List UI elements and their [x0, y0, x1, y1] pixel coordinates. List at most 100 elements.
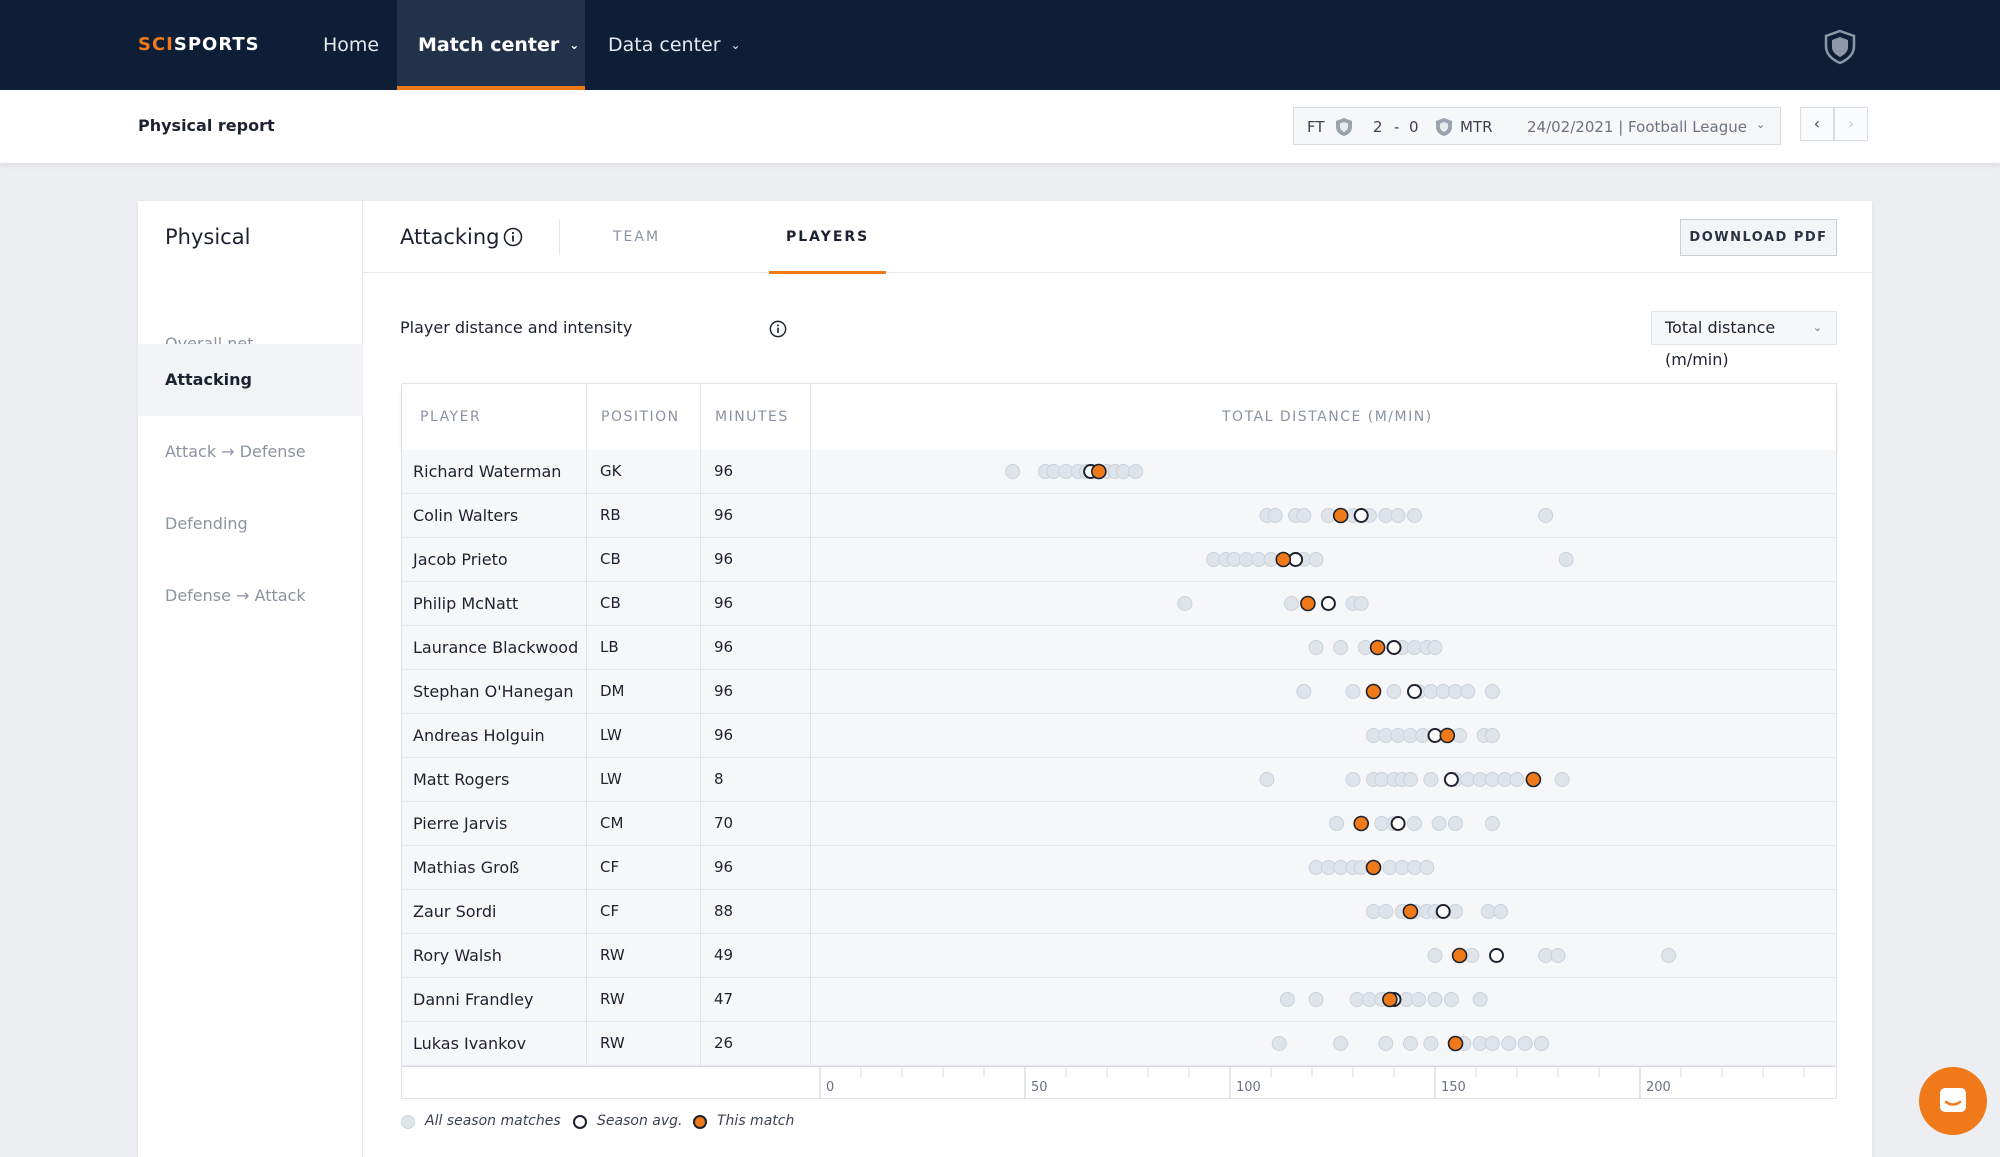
this-match-dot[interactable] — [1439, 727, 1456, 744]
season-match-dot[interactable] — [1427, 640, 1443, 655]
season-match-dot[interactable] — [1517, 1036, 1533, 1051]
club-shield-icon[interactable] — [1822, 29, 1858, 65]
season-match-dot[interactable] — [1484, 684, 1500, 699]
season-match-dot[interactable] — [1509, 772, 1525, 787]
column-header-position[interactable]: POSITION — [601, 409, 680, 425]
season-average-dot[interactable] — [1407, 684, 1422, 699]
nav-match-center[interactable]: Match center ⌄ — [397, 0, 585, 90]
season-match-dot[interactable] — [1296, 508, 1312, 523]
season-match-dot[interactable] — [1484, 728, 1500, 743]
season-match-dot[interactable] — [1378, 1036, 1394, 1051]
season-match-dot[interactable] — [1661, 948, 1677, 963]
season-match-dot[interactable] — [1296, 684, 1312, 699]
season-match-dot[interactable] — [1308, 640, 1324, 655]
season-match-dot[interactable] — [1329, 816, 1345, 831]
table-row[interactable]: Lukas Ivankov RW 26 — [402, 1022, 1836, 1066]
season-match-dot[interactable] — [1390, 508, 1406, 523]
season-match-dot[interactable] — [1177, 596, 1193, 611]
season-match-dot[interactable] — [1484, 1036, 1500, 1051]
season-match-dot[interactable] — [1353, 596, 1369, 611]
this-match-dot[interactable] — [1332, 507, 1349, 524]
season-average-dot[interactable] — [1390, 816, 1406, 831]
season-match-dot[interactable] — [1407, 816, 1422, 831]
season-match-dot[interactable] — [1308, 992, 1324, 1007]
season-average-dot[interactable] — [1443, 772, 1459, 787]
season-match-dot[interactable] — [1554, 772, 1570, 787]
this-match-dot[interactable] — [1525, 771, 1542, 788]
scisports-logo[interactable]: SCISPORTS — [138, 34, 260, 55]
table-row[interactable]: Zaur Sordi CF 88 — [402, 890, 1836, 934]
season-match-dot[interactable] — [1267, 508, 1283, 523]
season-match-dot[interactable] — [1493, 904, 1509, 919]
this-match-dot[interactable] — [1275, 551, 1292, 568]
this-match-dot[interactable] — [1090, 463, 1107, 480]
table-row[interactable]: Andreas Holguin LW 96 — [402, 714, 1836, 758]
season-match-dot[interactable] — [1484, 816, 1500, 831]
season-match-dot[interactable] — [1534, 1036, 1550, 1051]
table-row[interactable]: Mathias Groß CF 96 — [402, 846, 1836, 890]
this-match-dot[interactable] — [1369, 639, 1386, 656]
season-match-dot[interactable] — [1419, 860, 1435, 875]
column-header-player[interactable]: PLAYER — [420, 409, 482, 425]
table-row[interactable]: Rory Walsh RW 49 — [402, 934, 1836, 978]
table-row[interactable]: Danni Frandley RW 47 — [402, 978, 1836, 1022]
sidebar-item-defending[interactable]: Defending — [165, 514, 248, 533]
this-match-dot[interactable] — [1382, 991, 1398, 1008]
table-row[interactable]: Laurance Blackwood LB 96 — [402, 626, 1836, 670]
season-match-dot[interactable] — [1284, 596, 1299, 611]
season-match-dot[interactable] — [1386, 684, 1402, 699]
season-match-dot[interactable] — [1427, 992, 1443, 1007]
season-match-dot[interactable] — [1423, 1036, 1439, 1051]
nav-data-center[interactable]: Data center ⌄ — [608, 0, 741, 90]
chat-launcher-button[interactable] — [1919, 1067, 1987, 1135]
previous-match-button[interactable]: ‹ — [1800, 107, 1834, 141]
this-match-dot[interactable] — [1451, 947, 1468, 964]
season-match-dot[interactable] — [1448, 816, 1463, 831]
season-match-dot[interactable] — [1411, 992, 1427, 1007]
season-match-dot[interactable] — [1431, 816, 1447, 831]
season-match-dot[interactable] — [1558, 552, 1574, 567]
this-match-dot[interactable] — [1300, 595, 1316, 612]
info-icon[interactable] — [503, 227, 523, 247]
season-match-dot[interactable] — [1259, 772, 1275, 787]
season-match-dot[interactable] — [1550, 948, 1566, 963]
metric-select[interactable]: Total distance (m/min) ⌄ — [1651, 311, 1837, 369]
this-match-dot[interactable] — [1353, 815, 1370, 832]
season-match-dot[interactable] — [1279, 992, 1295, 1007]
tab-team[interactable]: TEAM — [613, 229, 661, 245]
season-match-dot[interactable] — [1333, 640, 1349, 655]
season-match-dot[interactable] — [1345, 684, 1361, 699]
match-selector[interactable]: FT 2 - 0 MTR 24/02/2021 | Football Leagu… — [1293, 107, 1781, 145]
season-match-dot[interactable] — [1402, 772, 1418, 787]
this-match-dot[interactable] — [1365, 683, 1382, 700]
season-match-dot[interactable] — [1128, 464, 1144, 479]
info-icon[interactable] — [769, 320, 787, 338]
sidebar-item-defense-attack[interactable]: Defense → Attack — [165, 586, 306, 605]
season-match-dot[interactable] — [1271, 1036, 1287, 1051]
this-match-dot[interactable] — [1402, 903, 1419, 920]
table-row[interactable]: Richard Waterman GK 96 — [402, 450, 1836, 494]
season-match-dot[interactable] — [1333, 1036, 1349, 1051]
season-match-dot[interactable] — [1423, 772, 1439, 787]
table-row[interactable]: Jacob Prieto CB 96 — [402, 538, 1836, 582]
table-row[interactable]: Colin Walters RB 96 — [402, 494, 1836, 538]
season-match-dot[interactable] — [1308, 552, 1324, 567]
season-match-dot[interactable] — [1427, 948, 1443, 963]
season-match-dot[interactable] — [1501, 1036, 1517, 1051]
season-match-dot[interactable] — [1402, 1036, 1418, 1051]
season-match-dot[interactable] — [1460, 684, 1476, 699]
season-match-dot[interactable] — [1005, 464, 1021, 479]
table-row[interactable]: Stephan O'Hanegan DM 96 — [402, 670, 1836, 714]
this-match-dot[interactable] — [1365, 859, 1382, 876]
next-match-button[interactable]: › — [1834, 107, 1868, 141]
download-pdf-button[interactable]: DOWNLOAD PDF — [1680, 219, 1837, 256]
season-match-dot[interactable] — [1345, 772, 1361, 787]
season-average-dot[interactable] — [1435, 904, 1451, 919]
season-average-dot[interactable] — [1353, 508, 1369, 523]
season-average-dot[interactable] — [1489, 948, 1504, 963]
sidebar-item-attack-defense[interactable]: Attack → Defense — [165, 442, 306, 461]
season-match-dot[interactable] — [1407, 508, 1422, 523]
table-row[interactable]: Pierre Jarvis CM 70 — [402, 802, 1836, 846]
tab-players[interactable]: PLAYERS — [768, 201, 887, 274]
table-row[interactable]: Philip McNatt CB 96 — [402, 582, 1836, 626]
